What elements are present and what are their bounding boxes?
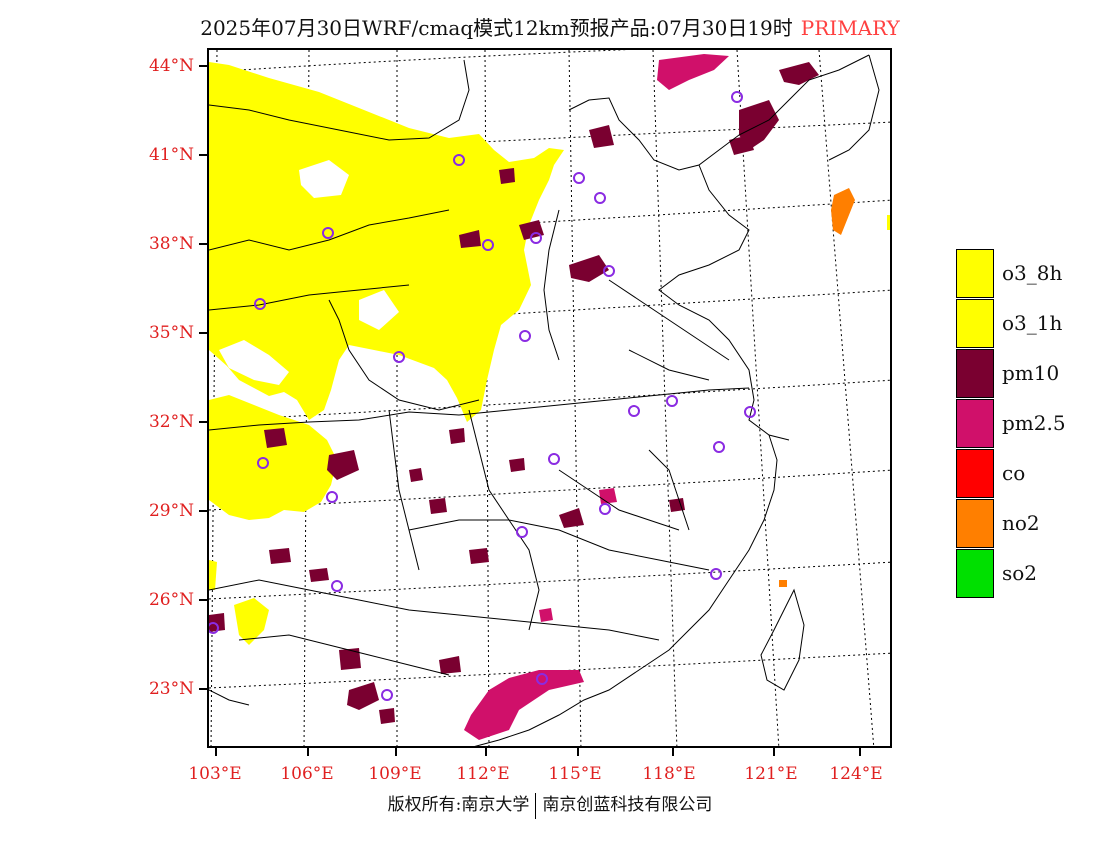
lat-tick (199, 243, 207, 245)
lat-tick (199, 599, 207, 601)
lon-label-121: 121°E (744, 764, 798, 784)
legend-label: o3_1h (1002, 311, 1063, 335)
legend-label: co (1002, 461, 1026, 485)
lon-label-103: 103°E (188, 764, 242, 784)
legend-label: pm2.5 (1002, 411, 1066, 435)
lat-label-32: 32°N (148, 412, 194, 432)
lon-label-106: 106°E (280, 764, 334, 784)
lat-label-44: 44°N (148, 56, 194, 76)
lat-label-38: 38°N (148, 234, 194, 254)
lat-label-29: 29°N (148, 501, 194, 521)
lon-label-115: 115°E (548, 764, 602, 784)
lon-tick (672, 748, 674, 756)
lon-tick (307, 748, 309, 756)
lat-tick (199, 154, 207, 156)
lon-label-112: 112°E (456, 764, 510, 784)
lat-tick (199, 421, 207, 423)
copyright-left: 版权所有:南京大学 (387, 795, 530, 815)
lon-tick (773, 748, 775, 756)
lat-tick (199, 65, 207, 67)
legend-label: no2 (1002, 511, 1040, 535)
lon-tick (215, 748, 217, 756)
copyright-right: 南京创蓝科技有限公司 (542, 795, 713, 815)
lat-tick (199, 688, 207, 690)
legend-swatch (956, 549, 994, 598)
lat-label-41: 41°N (148, 145, 194, 165)
copyright-footer: 版权所有:南京大学 南京创蓝科技有限公司 (0, 790, 1100, 819)
boundaries (209, 54, 880, 746)
station-markers (209, 91, 756, 701)
legend-swatch (956, 299, 994, 348)
lat-label-35: 35°N (148, 323, 194, 343)
legend-label: pm10 (1002, 361, 1060, 385)
lat-tick (199, 332, 207, 334)
lat-label-26: 26°N (148, 590, 194, 610)
legend-swatch (956, 249, 994, 298)
legend-swatch (956, 499, 994, 548)
o3-holes (219, 160, 399, 385)
primary-badge: PRIMARY (800, 16, 900, 40)
lon-label-118: 118°E (642, 764, 696, 784)
legend-swatch (956, 449, 994, 498)
pm25-patches (464, 54, 729, 740)
no2-patches (779, 188, 855, 587)
lat-tick (199, 510, 207, 512)
o3-region (209, 62, 890, 645)
lat-label-23: 23°N (148, 679, 194, 699)
lon-label-124: 124°E (829, 764, 883, 784)
lon-tick (395, 748, 397, 756)
lon-tick (859, 748, 861, 756)
map-canvas (209, 50, 890, 746)
legend-label: so2 (1002, 561, 1038, 585)
lon-label-109: 109°E (368, 764, 422, 784)
map-title: 2025年07月30日WRF/cmaq模式12km预报产品:07月30日19时 P… (0, 12, 1100, 41)
lon-tick (577, 748, 579, 756)
legend-swatch (956, 349, 994, 398)
legend-label: o3_8h (1002, 261, 1063, 285)
title-text: 2025年07月30日WRF/cmaq模式12km预报产品:07月30日19时 (200, 16, 793, 40)
pollutant-map (207, 48, 892, 748)
footer-separator (535, 792, 537, 819)
legend-swatch (956, 399, 994, 448)
lon-tick (485, 748, 487, 756)
